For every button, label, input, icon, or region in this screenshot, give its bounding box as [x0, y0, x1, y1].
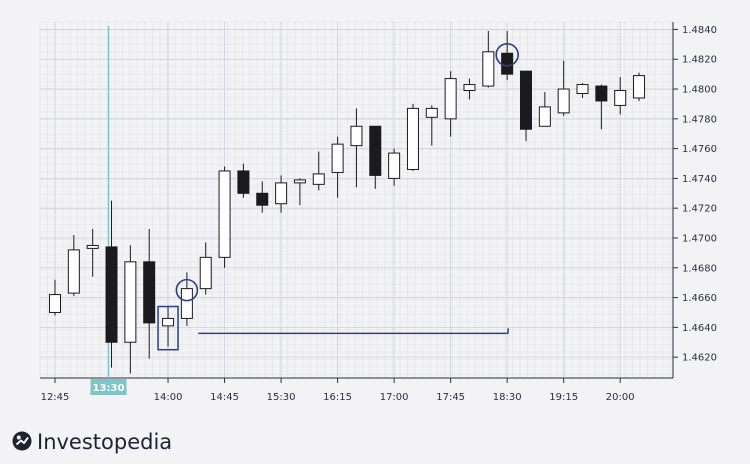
y-tick-label: 1.4680 — [682, 263, 717, 274]
candle-body-bullish — [199, 256, 212, 290]
candle — [256, 181, 269, 213]
y-tick-label: 1.4780 — [682, 114, 717, 125]
x-axis-ticks: 12:45 14:00 14:45 15:30 16:15 17:00 17:45 18:30… — [41, 378, 635, 403]
y-tick-label: 1.4640 — [682, 323, 717, 334]
y-tick-label: 1.4820 — [682, 55, 717, 66]
y-tick-label: 1.4740 — [682, 174, 717, 185]
annotations — [157, 42, 519, 351]
x-tick-label: 19:15 — [549, 392, 578, 403]
candle-body-bullish — [312, 173, 325, 185]
candle-body-bullish — [124, 261, 137, 343]
candle-body-bullish — [350, 125, 363, 147]
candle — [275, 175, 288, 213]
candle-body-bullish — [67, 249, 80, 294]
candle-body-bullish — [293, 179, 306, 184]
candle-body-bullish — [49, 294, 61, 313]
candle — [388, 148, 401, 186]
highlight-box — [157, 305, 179, 351]
candle — [312, 151, 325, 191]
candle — [218, 166, 231, 268]
candle-body-bullish — [444, 78, 457, 120]
candle-body-bullish — [218, 170, 231, 258]
candle-body-bullish — [425, 107, 438, 118]
candle — [463, 78, 476, 100]
candle — [595, 84, 608, 130]
candle — [369, 125, 382, 189]
candles — [49, 30, 646, 374]
candle-body-bullish — [406, 107, 419, 170]
candle-body-bullish — [331, 143, 344, 173]
candle — [331, 136, 344, 198]
y-tick-label: 1.4800 — [682, 85, 717, 96]
candle — [105, 200, 118, 368]
candle-body-bearish — [256, 192, 269, 206]
x-tick-label: 14:00 — [154, 392, 183, 403]
candle — [538, 92, 551, 127]
candle-body-bullish — [633, 75, 646, 99]
candle — [350, 108, 363, 188]
candle-body-bullish — [482, 51, 495, 87]
brand: Investopedia — [12, 430, 172, 454]
candle-body-bullish — [162, 317, 175, 327]
candle — [444, 71, 457, 137]
highlight-circle — [175, 278, 199, 302]
candle — [124, 245, 137, 374]
highlight-circle — [495, 42, 519, 67]
candle-body-bullish — [463, 84, 476, 92]
candle-body-bullish — [86, 244, 99, 249]
y-tick-label: 1.4620 — [682, 353, 717, 364]
candle — [67, 235, 80, 297]
candle-body-bearish — [143, 261, 156, 324]
x-tick-label: 16:15 — [323, 392, 352, 403]
candle-body-bullish — [180, 288, 193, 319]
highlight-time-label: 13:30 — [90, 379, 127, 395]
candle-body-bullish — [538, 106, 551, 127]
y-tick-label: 1.4760 — [682, 144, 717, 155]
highlight-time-text: 13:30 — [93, 383, 125, 394]
candle — [86, 229, 99, 277]
candle-body-bearish — [237, 170, 250, 194]
candle-body-bearish — [369, 125, 382, 176]
candle-body-bearish — [105, 246, 118, 343]
candle-body-bullish — [576, 84, 589, 94]
y-tick-label: 1.4700 — [682, 233, 717, 244]
candle — [633, 72, 646, 101]
candle — [520, 70, 532, 142]
candle-body-bullish — [388, 152, 401, 179]
candle-body-bearish — [501, 52, 514, 75]
candle — [162, 306, 175, 347]
candle — [482, 30, 495, 88]
x-tick-label: 17:45 — [436, 392, 465, 403]
y-tick-label: 1.4840 — [682, 25, 717, 36]
candle — [425, 105, 438, 146]
candle — [557, 60, 570, 116]
candle-body-bearish — [595, 85, 608, 102]
candle — [406, 103, 419, 171]
candle — [143, 229, 156, 359]
y-axis-ticks: 1.4620 1.4640 1.4660 1.4680 1.4700 1.4720 1.47… — [673, 25, 717, 364]
candle — [237, 163, 250, 198]
highlight-time-badge — [90, 379, 127, 395]
x-tick-label: 15:30 — [267, 392, 296, 403]
x-tick-label: 18:30 — [493, 392, 522, 403]
investopedia-logo-icon — [12, 431, 32, 451]
x-tick-label: 20:00 — [606, 392, 635, 403]
candle — [293, 178, 306, 206]
brand-name: Investopedia — [37, 430, 172, 454]
candle — [199, 242, 212, 295]
x-tick-label: 17:00 — [380, 392, 409, 403]
y-tick-label: 1.4660 — [682, 293, 717, 304]
candle-body-bullish — [614, 90, 627, 106]
candle — [49, 279, 61, 316]
candle — [180, 272, 193, 326]
candle — [576, 83, 589, 98]
x-tick-label: 12:45 — [41, 392, 70, 403]
candle — [614, 77, 627, 115]
candle-body-bullish — [557, 88, 570, 114]
x-tick-label: 14:45 — [210, 392, 239, 403]
candle-body-bullish — [275, 182, 288, 205]
y-tick-label: 1.4720 — [682, 204, 717, 215]
candle-body-bearish — [520, 70, 532, 130]
